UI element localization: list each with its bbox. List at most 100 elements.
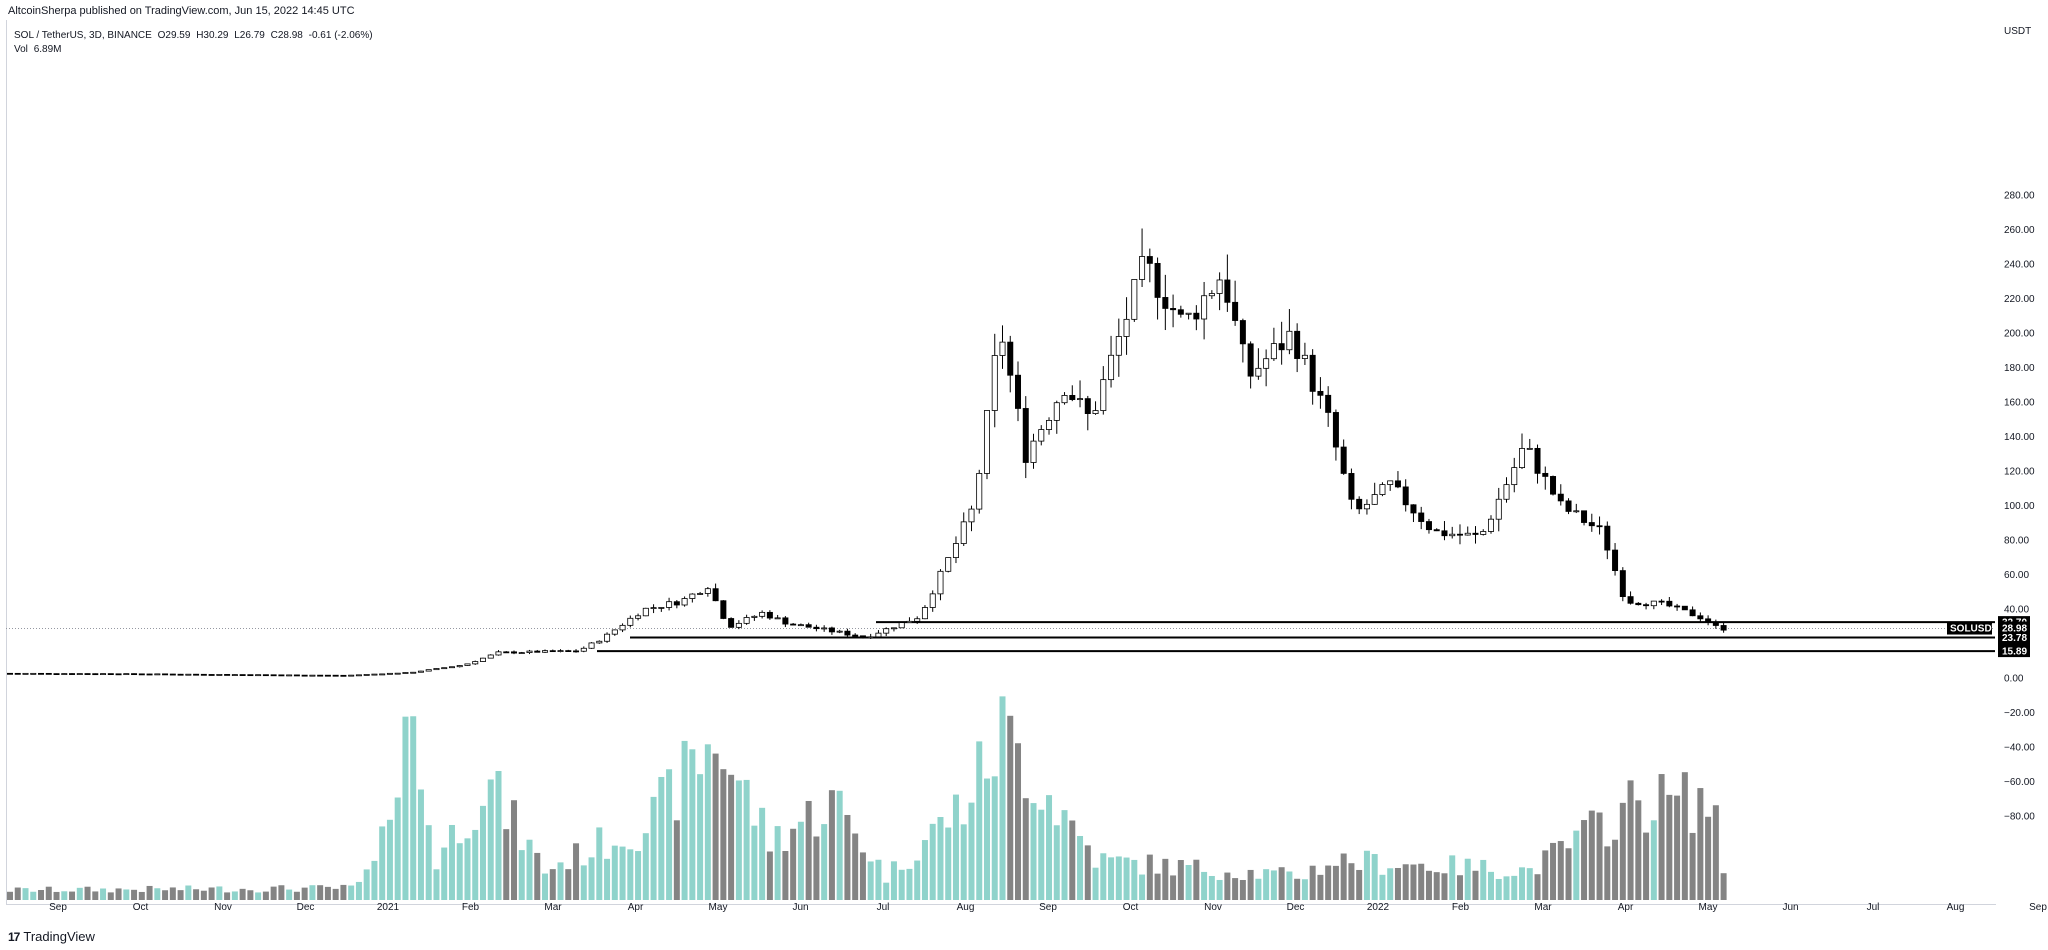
volume-bar — [371, 860, 378, 900]
volume-bar — [402, 716, 409, 900]
volume-bar — [782, 851, 789, 900]
time-axis[interactable]: Sep Oct Nov Dec 2021 Feb Mar Apr May Jun Jul Aug Sep… — [49, 902, 2047, 913]
candle-body — [448, 666, 455, 669]
candle-body — [61, 673, 68, 675]
volume-bar — [1619, 802, 1626, 900]
candle-body — [30, 672, 37, 675]
price-axis-tick: 80.00 — [2004, 536, 2029, 547]
candle-body — [479, 657, 486, 662]
volume-bar — [472, 829, 479, 900]
volume-bar — [185, 885, 192, 900]
candle-body — [45, 672, 52, 675]
price-axis[interactable]: 280.00 260.00 240.00 220.00 200.00 180.00 160.… — [2004, 191, 2035, 823]
candle-body — [929, 593, 936, 608]
volume-bar — [410, 716, 417, 900]
volume-bar — [945, 827, 952, 900]
volume-bar — [1495, 878, 1502, 900]
volume-bar — [1177, 860, 1184, 900]
volume-bar — [324, 886, 331, 900]
horizontal-levels[interactable] — [6, 621, 1995, 653]
price-axis-currency: USDT — [2004, 26, 2031, 37]
candle-body — [1294, 330, 1301, 359]
candle-body — [666, 601, 673, 608]
candle-body — [782, 617, 789, 625]
volume-bar — [441, 847, 448, 900]
candle-body — [1286, 330, 1293, 351]
candle-body — [1077, 398, 1084, 401]
candle-body — [394, 672, 401, 675]
candle-body — [1720, 625, 1727, 631]
candle-body — [921, 607, 928, 620]
volume-bar — [658, 776, 665, 900]
candle-body — [1263, 358, 1270, 369]
volume-bar — [224, 892, 231, 900]
volume-bar — [1581, 820, 1588, 900]
candle-body — [704, 588, 711, 594]
volume-bar — [580, 865, 587, 900]
volume-bar — [255, 892, 262, 900]
volume-bar — [1015, 743, 1022, 900]
volume-bar — [22, 888, 29, 900]
candle-body — [1666, 600, 1673, 607]
legend-high: H30.29 — [196, 30, 229, 41]
price-series — [7, 228, 1727, 677]
volume-bar — [774, 826, 781, 900]
tradingview-logo-icon: 17 — [8, 929, 20, 944]
candle-body — [1232, 301, 1239, 321]
price-axis-tick: 120.00 — [2004, 467, 2035, 478]
price-axis-tick: 0.00 — [2004, 674, 2024, 685]
volume-bar — [805, 800, 812, 900]
volume-bar — [766, 851, 773, 900]
volume-bar — [1325, 865, 1332, 900]
volume-bar — [883, 882, 890, 900]
volume-bar — [1464, 858, 1471, 900]
volume-bar — [1263, 869, 1270, 900]
candle-body — [278, 674, 285, 677]
volume-bar — [751, 825, 758, 900]
candle-body — [1433, 529, 1440, 532]
candle-body — [1015, 374, 1022, 409]
candle-body — [1394, 480, 1401, 488]
tradingview-footer[interactable]: 17 TradingView — [8, 929, 95, 944]
candle-body — [735, 622, 742, 628]
symbol-tag — [1947, 622, 1992, 635]
price-axis-tick: −60.00 — [2004, 777, 2035, 788]
volume-bar — [720, 769, 727, 900]
candle-body — [379, 673, 386, 676]
candle-body — [1046, 419, 1053, 430]
candle-body — [503, 651, 510, 654]
level-price-tag — [1998, 645, 2030, 658]
volume-bar — [1294, 878, 1301, 900]
candle-body — [38, 672, 45, 675]
price-axis-tick: 220.00 — [2004, 294, 2035, 305]
volume-bar — [1441, 873, 1448, 900]
volume-bar — [61, 891, 68, 900]
candle-body — [1387, 480, 1394, 485]
volume-bar — [611, 845, 618, 900]
volume-bar — [828, 790, 835, 900]
volume-bar — [340, 884, 347, 900]
volume-bar — [1573, 830, 1580, 900]
candle-body — [216, 674, 223, 676]
candle-body — [262, 674, 269, 677]
candle-body — [627, 617, 634, 626]
candle-body — [766, 611, 773, 619]
volume-bar — [898, 869, 905, 900]
volume-bar — [511, 800, 518, 900]
candle-body — [1619, 570, 1626, 598]
volume-bar — [1363, 850, 1370, 900]
level-price-label: 15.89 — [2002, 647, 2027, 658]
candle-body — [991, 355, 998, 411]
volume-bar — [1022, 798, 1029, 900]
volume-bar — [890, 861, 897, 900]
volume-bar — [526, 839, 533, 900]
candle-body — [852, 634, 859, 637]
volume-bar — [1387, 868, 1394, 900]
candle-body — [425, 669, 432, 672]
candle-body — [1410, 504, 1417, 514]
volume-bar — [549, 869, 556, 900]
volume-bar — [1340, 853, 1347, 900]
volume-bar — [92, 891, 99, 900]
